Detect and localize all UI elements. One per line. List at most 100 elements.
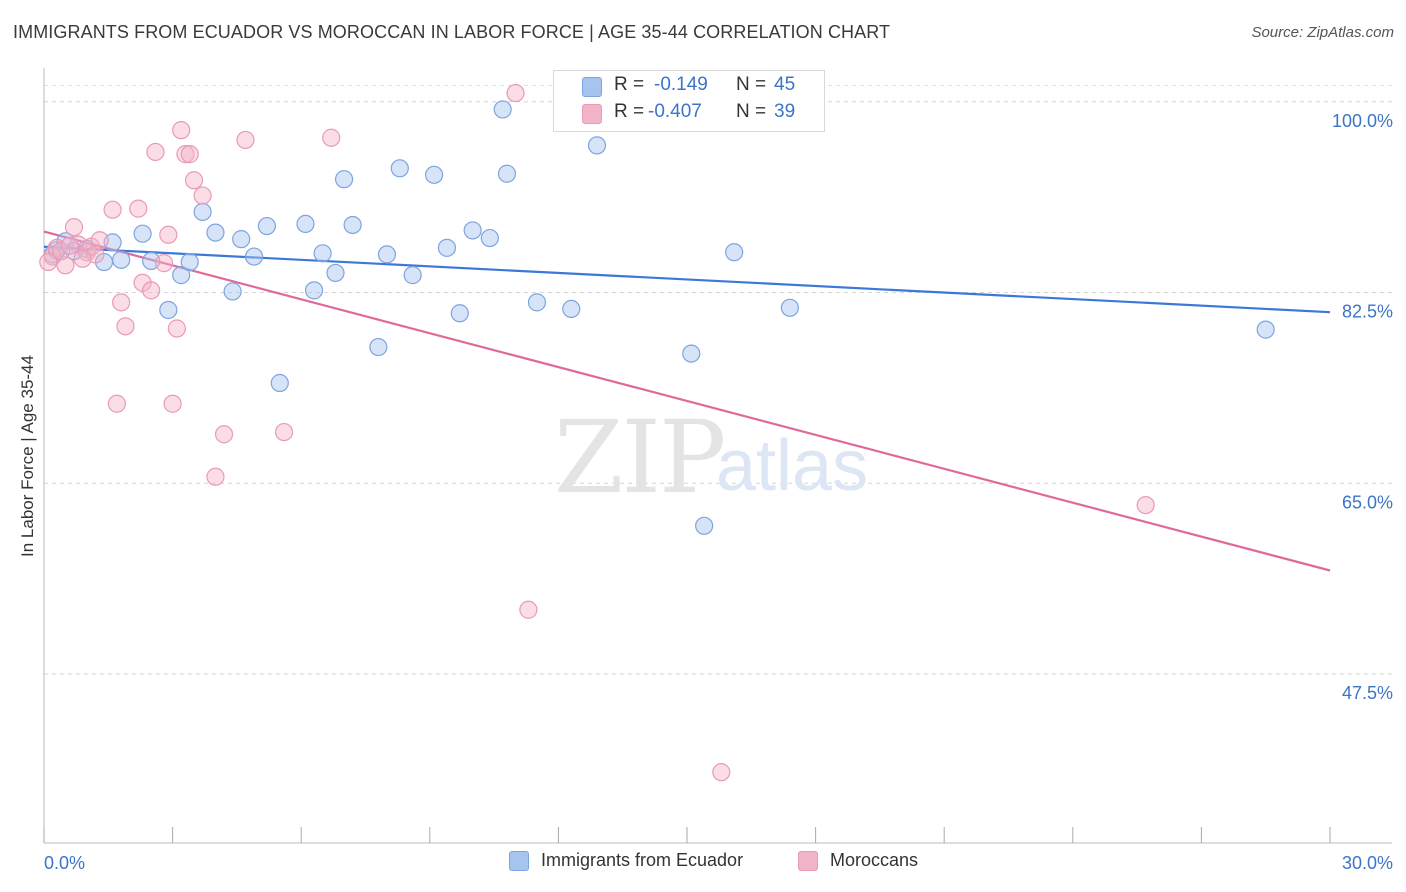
chart-source: Source: ZipAtlas.com [1251,24,1394,41]
point-ecuador [180,252,199,272]
point-moroccans [107,394,126,413]
point-ecuador [493,100,512,119]
point-ecuador [437,238,457,257]
point-ecuador [424,165,444,184]
point-ecuador [112,250,131,269]
y-tick-label: 47.5% [1342,683,1393,703]
stats-n-label: N = [736,74,767,95]
point-moroccans [60,236,79,255]
point-moroccans [322,128,341,147]
stats-r-value: -0.149 [654,74,708,95]
point-moroccans [274,422,294,442]
point-ecuador [193,202,212,221]
y-tick-label: 82.5% [1342,302,1393,322]
point-moroccans [206,467,225,486]
point-moroccans [159,225,178,244]
point-moroccans [506,83,525,103]
point-moroccans [103,200,122,219]
point-ecuador [403,266,422,285]
point-moroccans [56,256,75,275]
point-ecuador [562,299,581,318]
stats-row-ecuador: R = -0.149 N = 45 [554,74,824,100]
point-moroccans [142,281,161,300]
legend-swatch-moroccans [798,850,818,871]
point-ecuador [326,263,345,283]
point-ecuador [244,247,264,266]
stats-row-moroccans: R = -0.407 N = 39 [554,101,824,127]
point-ecuador [450,304,469,323]
legend-swatch-ecuador [509,850,529,871]
stats-n-label: N = [736,101,767,122]
x-tick-label: 0.0% [44,853,85,873]
point-moroccans [519,600,538,619]
point-ecuador [377,245,397,264]
stats-n-value: 39 [774,101,796,122]
watermark: ZIP atlas [554,399,868,516]
point-moroccans [112,293,131,312]
point-ecuador [780,298,799,317]
point-ecuador [172,266,191,285]
point-moroccans [214,425,234,444]
point-moroccans [176,145,195,164]
legend-label-moroccans: Moroccans [830,850,919,870]
data-points [39,83,1275,782]
point-ecuador [334,170,354,189]
point-moroccans [712,763,731,782]
axes [43,68,1392,844]
point-moroccans [39,252,58,272]
point-moroccans [193,186,212,205]
stats-legend: R = -0.149 N = 45 R = -0.407 N = 39 [553,70,825,132]
legend: Immigrants from Ecuador Moroccans [0,850,1406,880]
point-ecuador [527,293,547,312]
trend-line-ecuador [43,245,1331,314]
point-ecuador [296,214,315,233]
x-tick-labels: 0.0% 30.0% [44,853,1393,873]
point-moroccans [167,319,186,338]
trend-line-moroccans [43,230,1331,572]
watermark-zip: ZIP [554,399,724,516]
legend-item-ecuador[interactable]: Immigrants from Ecuador [509,850,743,871]
point-ecuador [313,244,332,263]
legend-label-ecuador: Immigrants from Ecuador [541,850,744,870]
point-ecuador [682,344,701,363]
point-moroccans [236,130,255,150]
x-tick-label: 30.0% [1342,853,1393,873]
point-ecuador [480,228,499,248]
point-moroccans [129,199,148,218]
stats-swatch-moroccans [582,104,602,124]
point-ecuador [232,230,251,249]
y-tick-labels: 47.5% 65.0% 82.5% 100.0% [1332,111,1393,703]
point-moroccans [1136,496,1155,515]
y-tick-label: 65.0% [1342,492,1393,512]
stats-swatch-ecuador [582,77,602,97]
stats-r-value: -0.407 [648,101,702,122]
point-ecuador [257,216,277,236]
point-ecuador [206,223,225,242]
point-ecuador [343,215,362,235]
point-ecuador [725,243,744,262]
point-moroccans [116,317,135,336]
point-ecuador [587,136,607,155]
y-axis-label: In Labor Force | Age 35-44 [18,355,37,557]
point-ecuador [463,221,482,240]
grid-lines [44,84,1392,675]
point-ecuador [133,224,152,243]
stats-r-label: R = [614,101,645,122]
point-moroccans [90,231,109,250]
stats-n-value: 45 [774,74,796,95]
legend-item-moroccans[interactable]: Moroccans [798,850,918,871]
point-ecuador [695,516,714,535]
point-moroccans [172,121,191,140]
trend-lines [43,230,1331,572]
y-tick-label: 100.0% [1332,111,1393,131]
point-moroccans [146,142,165,162]
point-ecuador [223,282,242,301]
point-ecuador [497,164,517,183]
point-ecuador [369,337,388,357]
point-ecuador [390,159,409,178]
point-ecuador [1256,320,1275,339]
point-moroccans [184,171,204,190]
chart-title: IMMIGRANTS FROM ECUADOR VS MOROCCAN IN L… [13,22,891,42]
point-moroccans [180,145,199,164]
